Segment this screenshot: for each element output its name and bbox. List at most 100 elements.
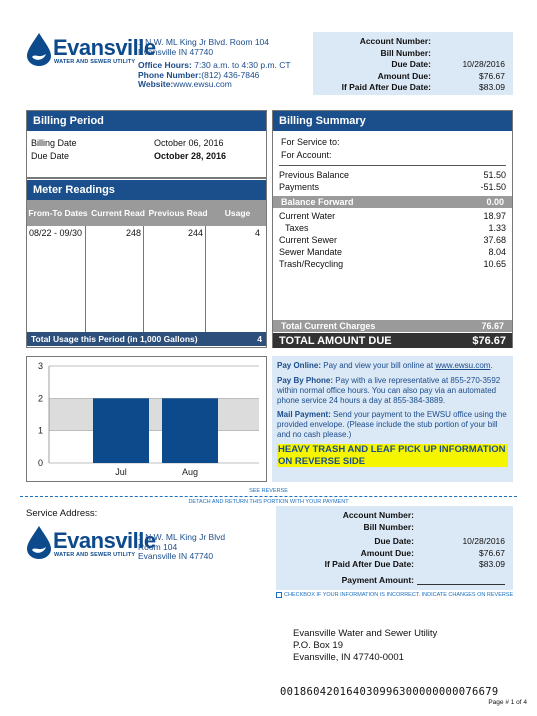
remit-address: Evansville Water and Sewer Utility P.O. … (293, 628, 437, 664)
col-dates-header: From-To Dates (28, 208, 88, 218)
mail-payment-text: Send your payment to the EWSU office usi… (277, 410, 507, 439)
stub-logo-subtitle: WATER AND SEWER UTILITY (54, 552, 136, 558)
due-date-value: 10/28/2016 (462, 59, 505, 69)
usage-bar-chart: 0 1 2 3 Jul Aug (38, 361, 259, 477)
remit-line-2: P.O. Box 19 (293, 640, 343, 651)
payment-amount-field[interactable] (417, 575, 505, 585)
mail-payment-label: Mail Payment: (277, 410, 331, 419)
account-label: For Account: (281, 149, 332, 160)
address-line-1: 1 N.W. ML King Jr Blvd. Room 104 (138, 37, 270, 47)
logo-subtitle: WATER AND SEWER UTILITY (54, 59, 136, 65)
due-date-label: Due Date: (391, 59, 431, 69)
pay-online-label: Pay Online: (277, 361, 322, 370)
billing-date-label: Billing Date (31, 138, 77, 148)
stub-late-label: If Paid After Due Date: (324, 559, 414, 569)
bar-jul (93, 398, 149, 463)
stub-account-number-label: Account Number: (342, 510, 414, 520)
account-number-label: Account Number: (359, 36, 431, 46)
trash-value: 10.65 (483, 259, 506, 269)
stub-logo: Evansville WATER AND SEWER UTILITY (26, 525, 156, 563)
payments-label: Payments (279, 182, 320, 192)
y-tick-label: 1 (38, 426, 43, 436)
y-tick-label: 0 (38, 458, 43, 468)
detach-line (20, 496, 517, 497)
see-reverse-label: SEE REVERSE (249, 488, 288, 494)
stub-late-value: $83.09 (479, 559, 505, 569)
stub-bill-number-label: Bill Number: (363, 521, 414, 532)
y-tick-label: 3 (38, 361, 43, 371)
late-amount-value: $83.09 (479, 82, 505, 92)
prev-balance-label: Previous Balance (279, 170, 350, 180)
total-usage-label: Total Usage this Period (in 1,000 Gallon… (31, 334, 198, 344)
billing-period-title: Billing Period (27, 111, 266, 131)
website-link[interactable]: www.ewsu.com (173, 79, 232, 89)
meter-readings-panel: Meter Readings From-To Dates Current Rea… (26, 178, 267, 348)
bp-due-date-label: Due Date (31, 151, 70, 161)
row-usage: 4 (254, 228, 260, 238)
stub-address-line-2: Room 104 (138, 541, 178, 552)
total-charges-label: Total Current Charges (281, 321, 376, 331)
pay-online-text: Pay and view your bill online at (323, 361, 434, 370)
row-dates: 08/22 - 09/30 (27, 226, 86, 332)
stub-account-box: Account Number: Bill Number: Due Date: 10… (276, 506, 513, 590)
bill-number-label: Bill Number: (380, 47, 431, 58)
water-drop-icon (27, 526, 51, 559)
service-address-label: Service Address: (26, 508, 98, 519)
remit-line-3: Evansville, IN 47740-0001 (293, 652, 404, 663)
billing-date-value: October 06, 2016 (154, 138, 224, 148)
logo-name: Evansville (53, 35, 156, 60)
taxes-label: Taxes (285, 223, 309, 233)
bar-aug (162, 398, 218, 463)
phone-value: (812) 436-7846 (201, 69, 260, 80)
late-amount-label: If Paid After Due Date: (341, 82, 431, 92)
office-hours-value: 7:30 a.m. to 4:30 p.m. CT (194, 60, 291, 70)
col-current-header: Current Read (91, 208, 145, 218)
x-tick-label: Jul (115, 467, 127, 477)
info-incorrect-text: CHECKBOX IF YOUR INFORMATION IS INCORREC… (284, 592, 514, 598)
info-incorrect-checkbox[interactable] (276, 592, 282, 598)
total-usage-value: 4 (257, 334, 262, 344)
remit-line-1: Evansville Water and Sewer Utility (293, 628, 438, 639)
stub-address-line-1: 1 N.W. ML King Jr Blvd (138, 532, 226, 542)
pay-online-link[interactable]: www.ewsu.com (435, 361, 491, 370)
phone-label: Phone Number: (138, 69, 202, 80)
pay-phone-text: Pay with a live representative at 855-27… (277, 376, 501, 405)
address-line-2: Evansville IN 47740 (138, 46, 214, 57)
detach-label: DETACH AND RETURN THIS PORTION WITH YOUR… (188, 499, 349, 505)
row-previous: 244 (144, 226, 206, 332)
payment-amount-label: Payment Amount: (341, 574, 414, 585)
total-due-label: TOTAL AMOUNT DUE (279, 334, 392, 347)
billing-period-panel: Billing Period Billing Date October 06, 2… (26, 110, 267, 178)
bp-due-date-value: October 28, 2016 (154, 151, 227, 161)
website-label: Website: (138, 79, 174, 89)
water-drop-icon (27, 33, 51, 66)
stub-address: 1 N.W. ML King Jr Blvd Room 104 Evansvil… (138, 532, 226, 562)
total-charges-value: 76.67 (481, 321, 504, 331)
header-contact: 1 N.W. ML King Jr Blvd. Room 104 Evansvi… (138, 37, 308, 90)
col-previous-header: Previous Read (148, 208, 208, 218)
stub-amount-due-value: $76.67 (479, 547, 505, 558)
trash-label: Trash/Recycling (279, 259, 344, 269)
sewer-mandate-label: Sewer Mandate (279, 247, 343, 257)
stub-address-line-3: Evansville IN 47740 (138, 551, 214, 561)
billing-summary-panel: Billing Summary For Service to: For Acco… (272, 110, 513, 348)
balance-forward-label: Balance Forward (281, 197, 354, 207)
balance-forward-value: 0.00 (486, 197, 504, 207)
billing-summary-title: Billing Summary (273, 111, 512, 131)
meter-readings-title: Meter Readings (27, 179, 266, 200)
payment-info-box: Pay Online: Pay and view your bill onlin… (272, 356, 513, 482)
sewer-mandate-value: 8.04 (488, 247, 506, 257)
current-sewer-value: 37.68 (483, 235, 506, 245)
current-water-value: 18.97 (483, 211, 506, 221)
current-sewer-label: Current Sewer (279, 235, 338, 245)
scanline: 001860420164030996300000000076679 (280, 686, 499, 698)
total-due-value: $76.67 (472, 334, 506, 347)
account-box: Account Number: Bill Number: Due Date: 10… (313, 32, 513, 95)
stub-logo-name: Evansville (53, 528, 156, 553)
trash-notice: HEAVY TRASH AND LEAF PICK UP INFORMATION… (277, 444, 508, 467)
x-tick-label: Aug (182, 467, 198, 477)
prev-balance-value: 51.50 (483, 170, 506, 180)
stub-due-date-value: 10/28/2016 (462, 536, 505, 546)
current-water-label: Current Water (279, 211, 336, 221)
stub-due-date-label: Due Date: (374, 536, 414, 546)
